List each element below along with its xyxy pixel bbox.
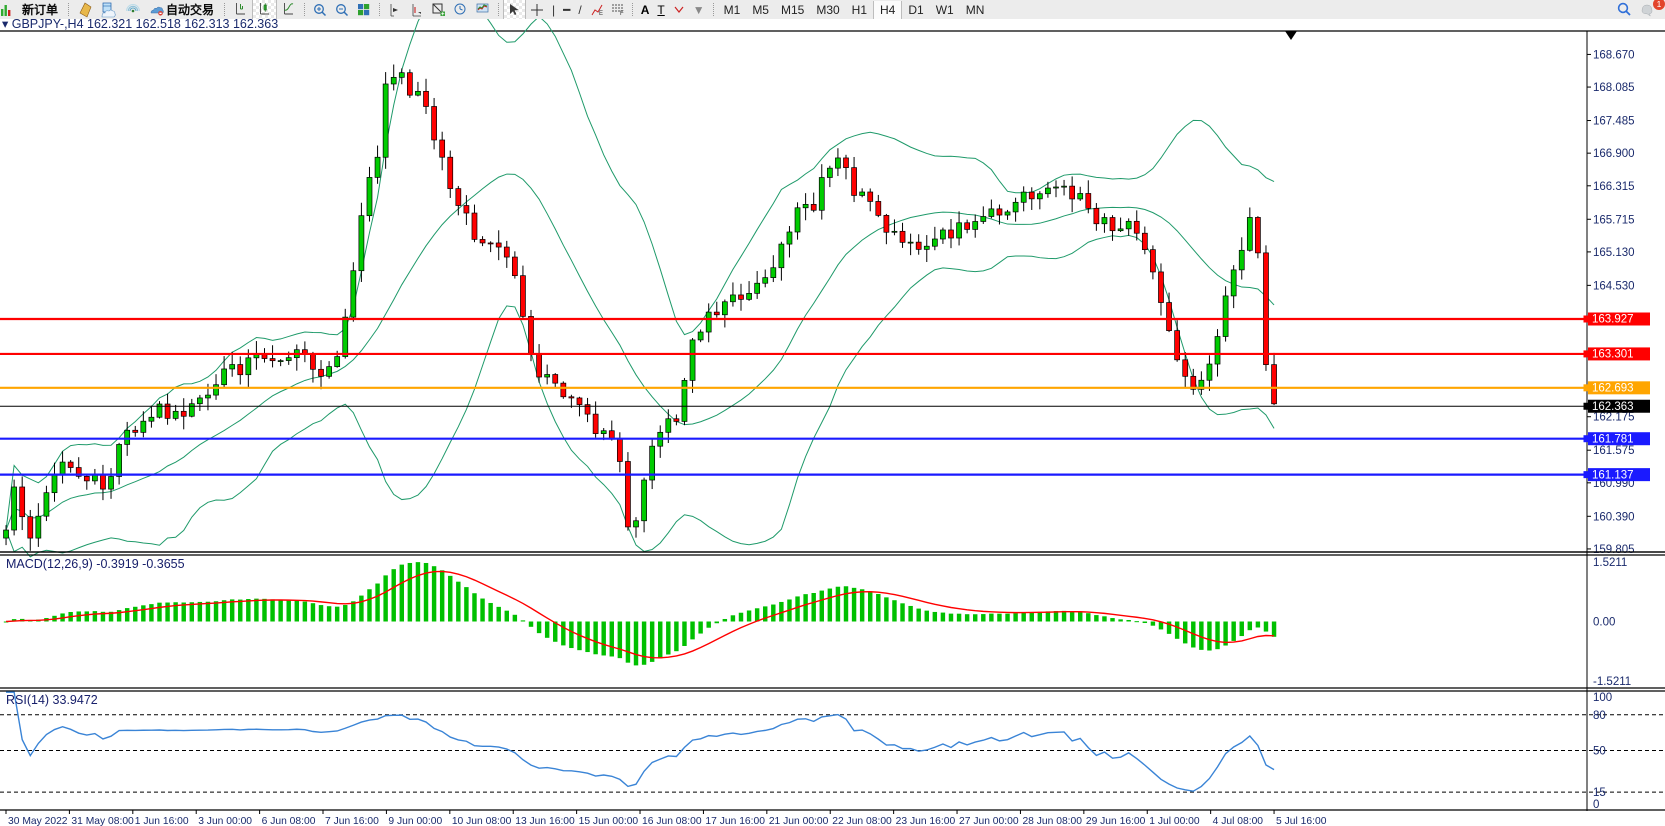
svg-text:161.575: 161.575 xyxy=(1593,445,1635,457)
svg-text:16 Jun 08:00: 16 Jun 08:00 xyxy=(642,816,702,826)
svg-text:7 Jun 16:00: 7 Jun 16:00 xyxy=(325,816,379,826)
svg-text:160.390: 160.390 xyxy=(1593,511,1635,523)
svg-text:163.301: 163.301 xyxy=(1592,349,1634,361)
svg-text:5 Jul 16:00: 5 Jul 16:00 xyxy=(1276,816,1327,826)
svg-text:168.085: 168.085 xyxy=(1593,82,1635,94)
svg-text:MACD(12,26,9) -0.3919 -0.3655: MACD(12,26,9) -0.3919 -0.3655 xyxy=(6,557,185,571)
svg-text:159.805: 159.805 xyxy=(1593,544,1635,556)
svg-text:162.693: 162.693 xyxy=(1592,383,1634,395)
svg-text:15: 15 xyxy=(1593,787,1606,799)
svg-text:162.363: 162.363 xyxy=(1592,401,1634,413)
svg-text:100: 100 xyxy=(1593,692,1612,704)
svg-text:50: 50 xyxy=(1593,746,1606,758)
svg-text:6 Jun 08:00: 6 Jun 08:00 xyxy=(262,816,316,826)
svg-text:166.315: 166.315 xyxy=(1593,181,1635,193)
svg-text:22 Jun 08:00: 22 Jun 08:00 xyxy=(832,816,892,826)
svg-text:80: 80 xyxy=(1593,710,1606,722)
svg-text:-1.5211: -1.5211 xyxy=(1593,676,1631,688)
svg-text:0: 0 xyxy=(1593,799,1599,811)
svg-text:165.130: 165.130 xyxy=(1593,247,1635,259)
svg-text:163.927: 163.927 xyxy=(1592,314,1634,326)
svg-text:17 Jun 16:00: 17 Jun 16:00 xyxy=(705,816,765,826)
svg-text:21 Jun 00:00: 21 Jun 00:00 xyxy=(769,816,829,826)
svg-text:161.137: 161.137 xyxy=(1592,469,1634,481)
svg-text:F: F xyxy=(620,11,624,16)
svg-text:▾ GBPJPY-,H4 162.321 162.51: ▾ GBPJPY-,H4 162.321 162.518 162.313 162… xyxy=(2,19,278,31)
svg-text:28 Jun 08:00: 28 Jun 08:00 xyxy=(1022,816,1082,826)
svg-text:167.485: 167.485 xyxy=(1593,116,1635,128)
svg-text:E: E xyxy=(599,11,603,17)
svg-text:161.781: 161.781 xyxy=(1592,433,1634,445)
svg-text:RSI(14) 33.9472: RSI(14) 33.9472 xyxy=(6,693,98,707)
svg-text:23 Jun 16:00: 23 Jun 16:00 xyxy=(896,816,956,826)
svg-text:27 Jun 00:00: 27 Jun 00:00 xyxy=(959,816,1019,826)
svg-text:162.175: 162.175 xyxy=(1593,412,1635,424)
svg-text:15 Jun 00:00: 15 Jun 00:00 xyxy=(579,816,639,826)
svg-text:9 Jun 00:00: 9 Jun 00:00 xyxy=(388,816,442,826)
svg-text:13 Jun 16:00: 13 Jun 16:00 xyxy=(515,816,575,826)
svg-text:164.530: 164.530 xyxy=(1593,280,1635,292)
svg-text:165.715: 165.715 xyxy=(1593,214,1635,226)
svg-text:29 Jun 16:00: 29 Jun 16:00 xyxy=(1086,816,1146,826)
svg-text:1 Jul 00:00: 1 Jul 00:00 xyxy=(1149,816,1200,826)
svg-text:0.00: 0.00 xyxy=(1593,617,1615,629)
svg-text:10 Jun 08:00: 10 Jun 08:00 xyxy=(452,816,512,826)
svg-text:4 Jul 08:00: 4 Jul 08:00 xyxy=(1213,816,1264,826)
svg-text:31 May 08:00: 31 May 08:00 xyxy=(71,816,134,826)
svg-text:166.900: 166.900 xyxy=(1593,148,1635,160)
svg-text:1 Jun 16:00: 1 Jun 16:00 xyxy=(135,816,189,826)
svg-text:30 May 2022: 30 May 2022 xyxy=(8,816,68,826)
svg-text:1.5211: 1.5211 xyxy=(1593,557,1627,569)
svg-text:3 Jun 00:00: 3 Jun 00:00 xyxy=(198,816,252,826)
svg-text:168.670: 168.670 xyxy=(1593,49,1635,61)
